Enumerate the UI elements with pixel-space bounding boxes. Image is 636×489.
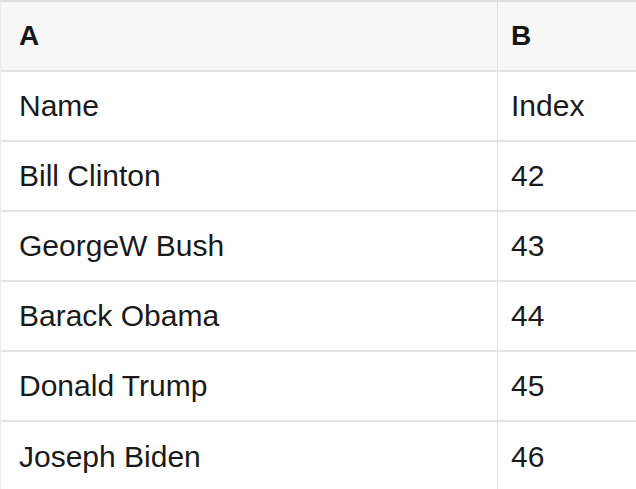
data-table: A B Name Index Bill Clinton 42 GeorgeW B… xyxy=(0,0,636,489)
cell-index[interactable]: 44 xyxy=(498,282,636,350)
cell-index[interactable]: Index xyxy=(498,72,636,140)
cell-name[interactable]: GeorgeW Bush xyxy=(1,212,498,280)
table-row: GeorgeW Bush 43 xyxy=(1,212,636,282)
column-header-b[interactable]: B xyxy=(498,2,636,70)
table-row: Donald Trump 45 xyxy=(1,352,636,422)
table-row: Barack Obama 44 xyxy=(1,282,636,352)
cell-name[interactable]: Bill Clinton xyxy=(1,142,498,210)
cell-index[interactable]: 43 xyxy=(498,212,636,280)
column-header-row: A B xyxy=(1,2,636,72)
cell-name[interactable]: Donald Trump xyxy=(1,352,498,420)
table-row: Bill Clinton 42 xyxy=(1,142,636,212)
table-row: Joseph Biden 46 xyxy=(1,422,636,489)
cell-index[interactable]: 46 xyxy=(498,422,636,489)
table-row: Name Index xyxy=(1,72,636,142)
cell-name[interactable]: Barack Obama xyxy=(1,282,498,350)
cell-name[interactable]: Joseph Biden xyxy=(1,422,498,489)
cell-name[interactable]: Name xyxy=(1,72,498,140)
cell-index[interactable]: 42 xyxy=(498,142,636,210)
cell-index[interactable]: 45 xyxy=(498,352,636,420)
column-header-a[interactable]: A xyxy=(1,2,498,70)
